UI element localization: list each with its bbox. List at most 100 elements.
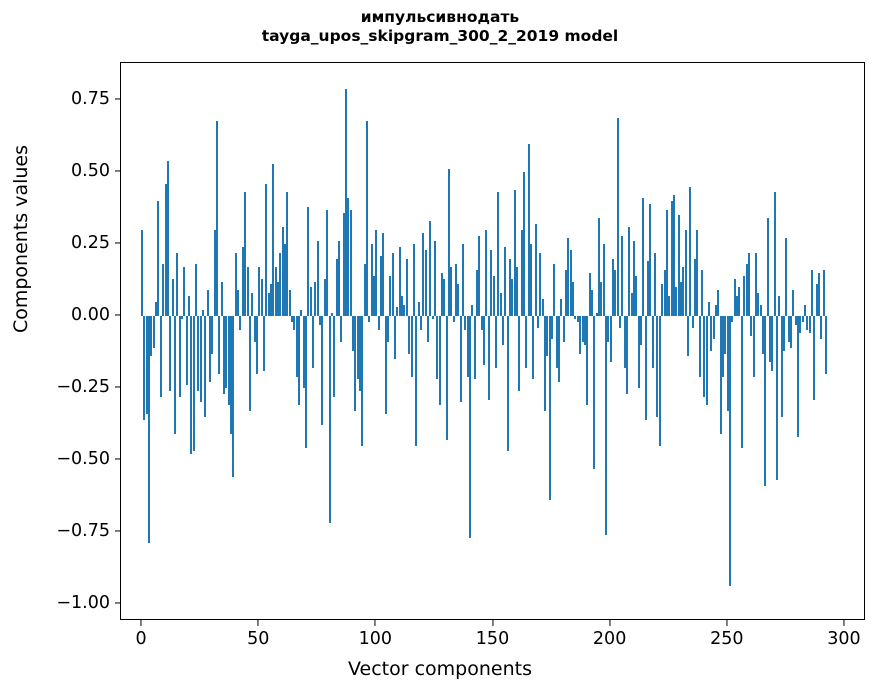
bar [375,229,378,317]
bar [424,249,427,317]
bar [157,201,160,317]
bar [490,249,493,317]
bar [820,316,823,340]
bar [281,226,284,317]
bar [255,316,258,374]
y-tick-mark [114,314,120,316]
bar [780,316,783,417]
bar [300,310,303,317]
bar-series [121,63,864,619]
bar [452,316,455,322]
bar [590,290,593,317]
bar [675,287,678,317]
bar [258,267,261,317]
bar [464,316,467,331]
bar [544,316,547,412]
bar [761,316,764,354]
y-tick-label: −0.25 [56,377,110,398]
x-tick-label: 250 [710,629,744,649]
x-tick-mark [609,620,611,626]
bar [279,252,282,317]
bar [204,316,207,417]
bar [679,281,682,317]
bar [201,310,204,317]
bar [642,198,645,317]
bar [785,238,788,317]
bar [389,275,392,317]
bar [295,316,298,377]
bar [752,316,755,377]
bar [677,215,680,317]
bar [480,316,483,331]
bar [394,316,397,360]
bar [665,209,668,317]
bar [567,238,570,317]
bar [698,316,701,377]
bar [731,316,734,322]
bar [426,316,429,342]
bar [293,316,296,331]
bar [316,241,319,317]
bar [822,270,825,317]
bar [602,244,605,317]
bar [412,244,415,317]
bar [410,316,413,377]
bar [143,316,146,420]
bar [527,143,530,317]
bar [705,316,708,406]
x-tick-mark [726,620,728,626]
bar [276,281,279,317]
bar [649,203,652,317]
bar [185,316,188,386]
bar [511,278,514,317]
bar [314,281,317,317]
bar [668,295,671,317]
bar [553,264,556,317]
bar [616,117,619,317]
chart-title-line-1: импульсивнодать [360,8,520,26]
bar [611,258,614,317]
bar [743,275,746,317]
bar [422,232,425,317]
bar [473,316,476,380]
bar [710,316,713,351]
bar [436,316,439,380]
bar [335,258,338,317]
chart-title: импульсивнодать tayga_upos_skipgram_300_… [0,8,880,46]
bar [326,209,329,317]
bar [192,316,195,452]
bar [801,316,804,322]
bar [462,244,465,317]
bar [745,264,748,317]
bar [628,226,631,317]
bar [354,316,357,412]
bar [159,316,162,397]
bar [825,316,828,374]
y-tick-label: 0.00 [71,305,110,326]
bar [815,284,818,317]
bar [209,316,212,383]
bar [792,290,795,317]
y-axis-label: Components values [10,144,32,334]
bar [644,316,647,420]
bar [818,272,821,317]
bar [319,316,322,325]
bar [804,304,807,317]
y-tick-label: 0.50 [71,161,110,182]
bar [438,316,441,406]
bar [733,278,736,317]
bar [658,316,661,446]
bar [349,209,352,317]
bar [323,278,326,317]
bar [291,316,294,322]
bar [485,229,488,317]
bar [272,163,275,317]
x-tick-mark [843,620,845,626]
bar [771,316,774,371]
x-tick-mark [374,620,376,626]
bar [312,316,315,368]
bar [693,258,696,317]
bar [689,186,692,317]
bar [708,301,711,317]
bar [621,235,624,317]
